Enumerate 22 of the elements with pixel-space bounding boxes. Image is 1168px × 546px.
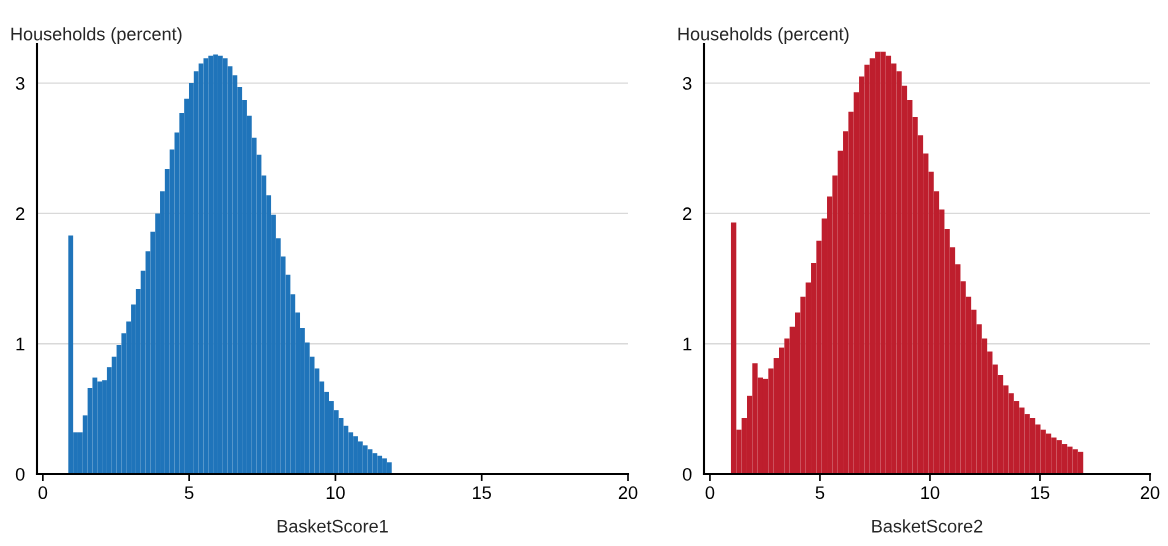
x-tick-label: 10 [326, 486, 345, 500]
y-tick-label: 0 [682, 467, 692, 481]
y-tick-label: 3 [15, 77, 25, 90]
y-tick-label: 3 [682, 77, 692, 90]
y-tick-label: 0 [15, 467, 25, 481]
x-tick-label: 15 [473, 486, 491, 500]
x-tick-label: 5 [815, 486, 825, 500]
y-axis-title: Households (percent) [678, 27, 849, 44]
x-axis-title: BasketScore1 [277, 519, 388, 533]
y-tick-label: 1 [16, 337, 25, 351]
y-axis-title: Households (percent) [11, 27, 182, 44]
x-tick-label: 0 [705, 486, 715, 500]
x-tick-label: 20 [618, 486, 638, 500]
x-tick-label: 0 [38, 486, 48, 500]
y-tick-label: 2 [683, 207, 692, 220]
x-tick-label: 15 [1031, 486, 1050, 500]
x-tick-label: 20 [1140, 486, 1160, 500]
y-tick-label: 2 [16, 207, 25, 220]
x-tick-label: 5 [184, 486, 194, 500]
x-axis-title: BasketScore2 [872, 519, 983, 533]
y-tick-label: 1 [683, 337, 692, 351]
x-tick-label: 10 [921, 486, 940, 500]
